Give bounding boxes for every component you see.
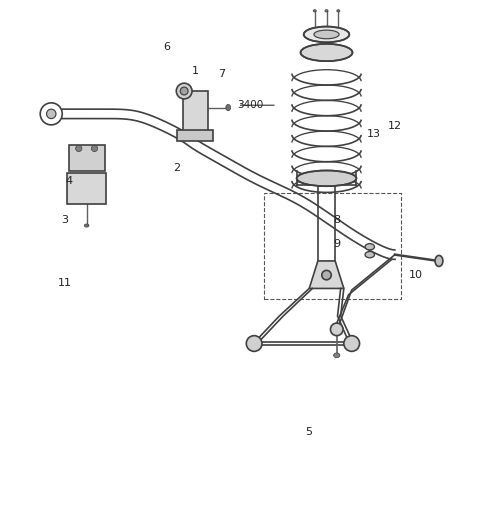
Text: 9: 9 <box>333 238 340 249</box>
Circle shape <box>91 145 97 152</box>
Text: 1: 1 <box>192 66 199 76</box>
Text: 3400: 3400 <box>238 100 264 110</box>
Circle shape <box>176 83 192 99</box>
Ellipse shape <box>337 10 340 12</box>
Ellipse shape <box>314 30 339 39</box>
Polygon shape <box>309 261 344 288</box>
Circle shape <box>322 270 331 280</box>
Circle shape <box>246 336 262 352</box>
Text: 5: 5 <box>305 427 312 437</box>
Ellipse shape <box>435 255 443 266</box>
Text: 13: 13 <box>367 128 381 138</box>
Text: 8: 8 <box>333 215 340 225</box>
Ellipse shape <box>365 251 374 258</box>
Ellipse shape <box>226 104 230 111</box>
Ellipse shape <box>300 44 352 61</box>
Ellipse shape <box>84 224 89 227</box>
Circle shape <box>344 336 360 352</box>
Ellipse shape <box>313 10 316 12</box>
Text: 12: 12 <box>388 121 402 131</box>
Text: 7: 7 <box>218 69 226 79</box>
Ellipse shape <box>334 353 340 358</box>
FancyBboxPatch shape <box>182 91 208 134</box>
FancyBboxPatch shape <box>69 144 105 171</box>
Text: 4: 4 <box>66 176 73 186</box>
Circle shape <box>330 323 343 336</box>
Ellipse shape <box>304 27 349 42</box>
Circle shape <box>180 87 188 95</box>
Text: 6: 6 <box>163 42 170 52</box>
FancyBboxPatch shape <box>67 173 106 204</box>
Circle shape <box>47 109 56 119</box>
Ellipse shape <box>297 171 357 186</box>
Text: 10: 10 <box>408 270 422 280</box>
Ellipse shape <box>325 10 328 12</box>
Text: 11: 11 <box>58 278 72 288</box>
Text: 3: 3 <box>61 215 68 225</box>
Ellipse shape <box>365 244 374 250</box>
Text: 2: 2 <box>173 163 180 173</box>
FancyBboxPatch shape <box>177 131 213 141</box>
Circle shape <box>76 145 82 152</box>
